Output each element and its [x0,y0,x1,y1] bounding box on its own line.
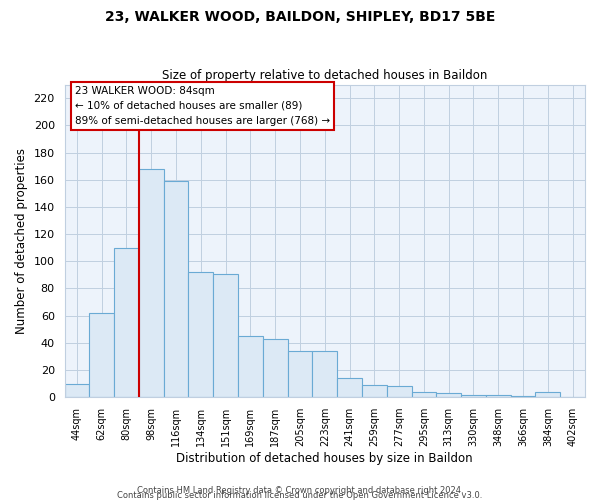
Bar [164,181,188,397]
Bar [139,169,164,397]
Y-axis label: Number of detached properties: Number of detached properties [15,148,28,334]
Text: 23 WALKER WOOD: 84sqm
← 10% of detached houses are smaller (89)
89% of semi-deta: 23 WALKER WOOD: 84sqm ← 10% of detached … [75,86,330,126]
Bar [511,396,535,397]
Bar [436,393,461,397]
Bar [337,378,362,397]
Bar [114,248,139,397]
Bar [486,394,511,397]
Bar [362,385,387,397]
X-axis label: Distribution of detached houses by size in Baildon: Distribution of detached houses by size … [176,452,473,465]
Bar [89,313,114,397]
Bar [461,394,486,397]
Bar [213,274,238,397]
Bar [313,351,337,397]
Text: Contains HM Land Registry data © Crown copyright and database right 2024.: Contains HM Land Registry data © Crown c… [137,486,463,495]
Text: Contains public sector information licensed under the Open Government Licence v3: Contains public sector information licen… [118,491,482,500]
Bar [65,384,89,397]
Bar [287,351,313,397]
Text: 23, WALKER WOOD, BAILDON, SHIPLEY, BD17 5BE: 23, WALKER WOOD, BAILDON, SHIPLEY, BD17 … [105,10,495,24]
Bar [263,339,287,397]
Bar [535,392,560,397]
Bar [412,392,436,397]
Title: Size of property relative to detached houses in Baildon: Size of property relative to detached ho… [162,69,487,82]
Bar [387,386,412,397]
Bar [188,272,213,397]
Bar [238,336,263,397]
